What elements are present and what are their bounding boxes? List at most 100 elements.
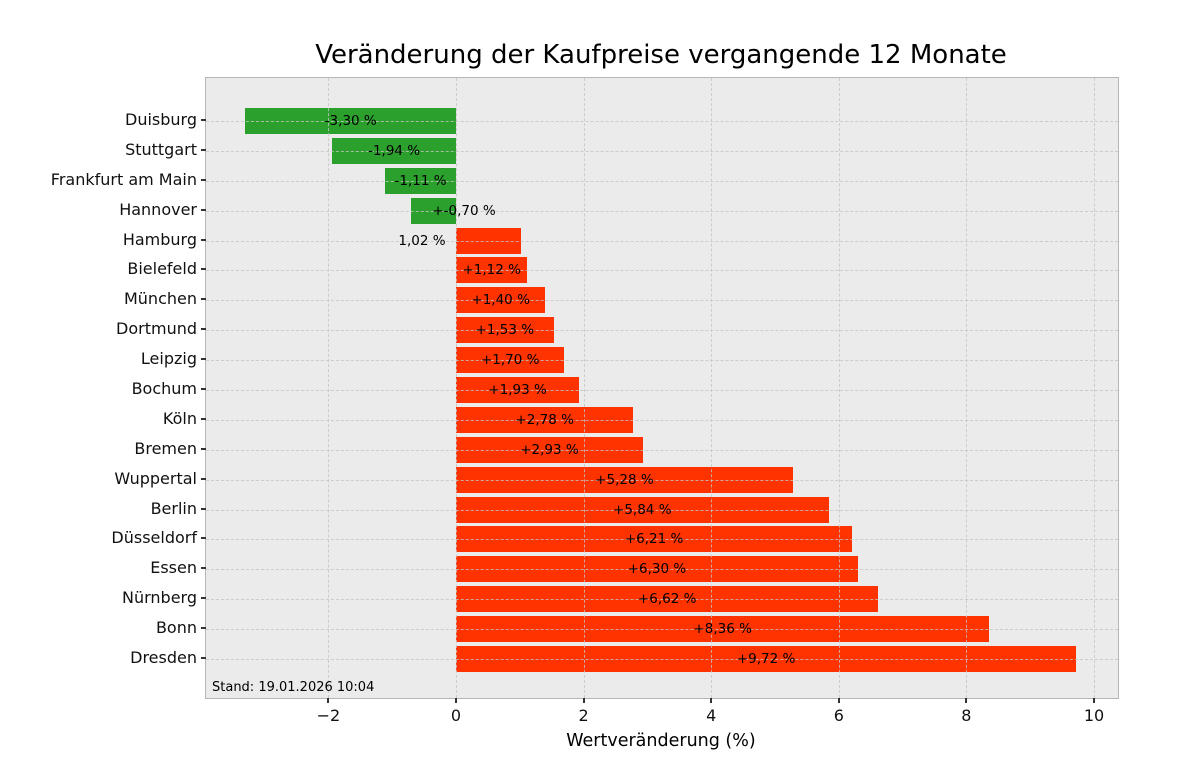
x-axis-label: Wertveränderung (%) [566, 731, 756, 751]
y-tick-label-duisburg: Duisburg [125, 110, 197, 129]
bar-value-label-munchen: +1,40 % [471, 292, 530, 309]
bar-value-label-bielefeld: +1,12 % [462, 262, 521, 279]
y-tick-mark [201, 268, 206, 271]
gridline-horizontal [206, 479, 1118, 481]
bar-value-label-leipzig: +1,70 % [480, 352, 540, 369]
bar-value-label-frankfurt-am-main: -1,11 % [394, 172, 447, 189]
x-tick-mark [455, 698, 457, 703]
gridline-horizontal [206, 449, 1118, 451]
plot-area: Stand: 19.01.2026 10:04 -3,30 % -1,94 % -1… [205, 77, 1119, 699]
gridline-horizontal [206, 599, 1118, 601]
y-tick-label-bielefeld: Bielefeld [127, 259, 197, 279]
x-tick-label: 10 [1083, 706, 1105, 725]
x-tick-label: 8 [961, 706, 972, 725]
x-tick-mark [965, 698, 968, 703]
gridline-horizontal [206, 300, 1118, 302]
gridline-vertical [966, 78, 968, 698]
gridline-vertical [328, 78, 330, 698]
y-tick-label-hamburg: Hamburg [122, 229, 197, 249]
bar-value-label-duisburg: -3,30 % [324, 113, 377, 129]
chart-title: Veränderung der Kaufpreise vergangende 1… [315, 40, 1007, 70]
y-tick-label-bremen: Bremen [134, 438, 197, 458]
x-tick-mark [582, 698, 585, 703]
gridline-horizontal [206, 180, 1118, 182]
gridline-vertical [456, 78, 457, 698]
y-tick-label-wuppertal: Wuppertal [114, 468, 197, 488]
y-tick-mark [201, 178, 206, 181]
bar-value-label-hannover: +-0,70 % [432, 202, 496, 219]
gridline-vertical [838, 78, 840, 698]
bar-value-label-dusseldorf: +6,21 % [624, 531, 684, 548]
gridline-horizontal [206, 509, 1118, 511]
x-tick-label: 4 [706, 706, 717, 725]
y-tick-mark [201, 537, 206, 540]
bar-value-label-hamburg: 1,02 % [398, 232, 446, 249]
y-tick-mark [201, 358, 206, 361]
y-tick-label-munchen: München [123, 289, 197, 309]
y-tick-mark [201, 119, 206, 121]
y-tick-label-bonn: Bonn [155, 618, 197, 638]
bar-value-label-berlin: +5,84 % [613, 501, 672, 518]
x-tick-mark [327, 698, 330, 703]
y-tick-mark [201, 298, 206, 301]
y-tick-mark [201, 417, 206, 420]
gridline-vertical [711, 78, 713, 698]
y-tick-mark [201, 238, 206, 241]
y-tick-label-dresden: Dresden [130, 648, 197, 667]
y-tick-label-essen: Essen [150, 558, 197, 578]
gridline-horizontal [206, 150, 1118, 152]
bar-value-label-dortmund: +1,53 % [475, 322, 535, 339]
x-tick-label: 6 [833, 706, 844, 725]
y-tick-mark [201, 627, 206, 630]
y-tick-label-leipzig: Leipzig [140, 349, 197, 369]
y-tick-mark [201, 208, 206, 211]
gridline-horizontal [206, 210, 1118, 212]
gridline-horizontal [206, 629, 1118, 631]
gridline-horizontal [206, 360, 1118, 362]
x-tick-mark [710, 698, 713, 703]
y-tick-mark [201, 567, 206, 570]
bar-value-label-essen: +6,30 % [627, 561, 687, 578]
bar-value-label-nurnberg: +6,62 % [637, 591, 697, 608]
gridline-horizontal [206, 659, 1118, 660]
y-tick-mark [201, 507, 206, 510]
y-tick-mark [201, 328, 206, 331]
y-tick-label-stuttgart: Stuttgart [125, 139, 197, 159]
y-tick-label-dortmund: Dortmund [116, 319, 197, 339]
bar-value-label-stuttgart: -1,94 % [368, 142, 421, 159]
gridline-horizontal [206, 270, 1118, 272]
gridline-horizontal [206, 240, 1118, 242]
x-tick-label: −2 [316, 706, 341, 725]
y-tick-label-berlin: Berlin [150, 498, 197, 518]
y-tick-label-dusseldorf: Düsseldorf [111, 528, 197, 548]
y-tick-mark [201, 657, 206, 659]
x-tick-mark [1093, 698, 1095, 703]
y-tick-mark [201, 388, 206, 390]
gridline-horizontal [206, 569, 1118, 571]
x-tick-mark [837, 698, 840, 703]
y-tick-label-bochum: Bochum [131, 379, 197, 398]
y-tick-mark [201, 148, 206, 151]
y-tick-label-nurnberg: Nürnberg [122, 588, 197, 608]
bar-value-label-bonn: +8,36 % [693, 621, 752, 638]
gridline-horizontal [206, 419, 1118, 421]
bar-value-label-wuppertal: +5,28 % [595, 471, 654, 488]
gridline-vertical [583, 78, 585, 698]
gridline-horizontal [206, 390, 1118, 391]
gridline-horizontal [206, 121, 1118, 122]
gridline-horizontal [206, 330, 1118, 332]
y-tick-mark [201, 447, 206, 450]
stand-footnote: Stand: 19.01.2026 10:04 [212, 680, 375, 695]
bar-value-label-dresden: +9,72 % [736, 651, 796, 667]
y-tick-label-frankfurt-am-main: Frankfurt am Main [50, 169, 197, 189]
y-tick-label-koln: Köln [162, 408, 197, 428]
bar-value-label-bochum: +1,93 % [488, 382, 547, 398]
y-tick-label-hannover: Hannover [119, 199, 197, 219]
gridline-horizontal [206, 539, 1118, 541]
y-tick-mark [201, 477, 206, 480]
x-tick-label: 2 [578, 706, 589, 725]
bar-value-label-bremen: +2,93 % [520, 441, 579, 458]
x-tick-label: 0 [450, 706, 462, 725]
y-tick-mark [201, 597, 206, 600]
